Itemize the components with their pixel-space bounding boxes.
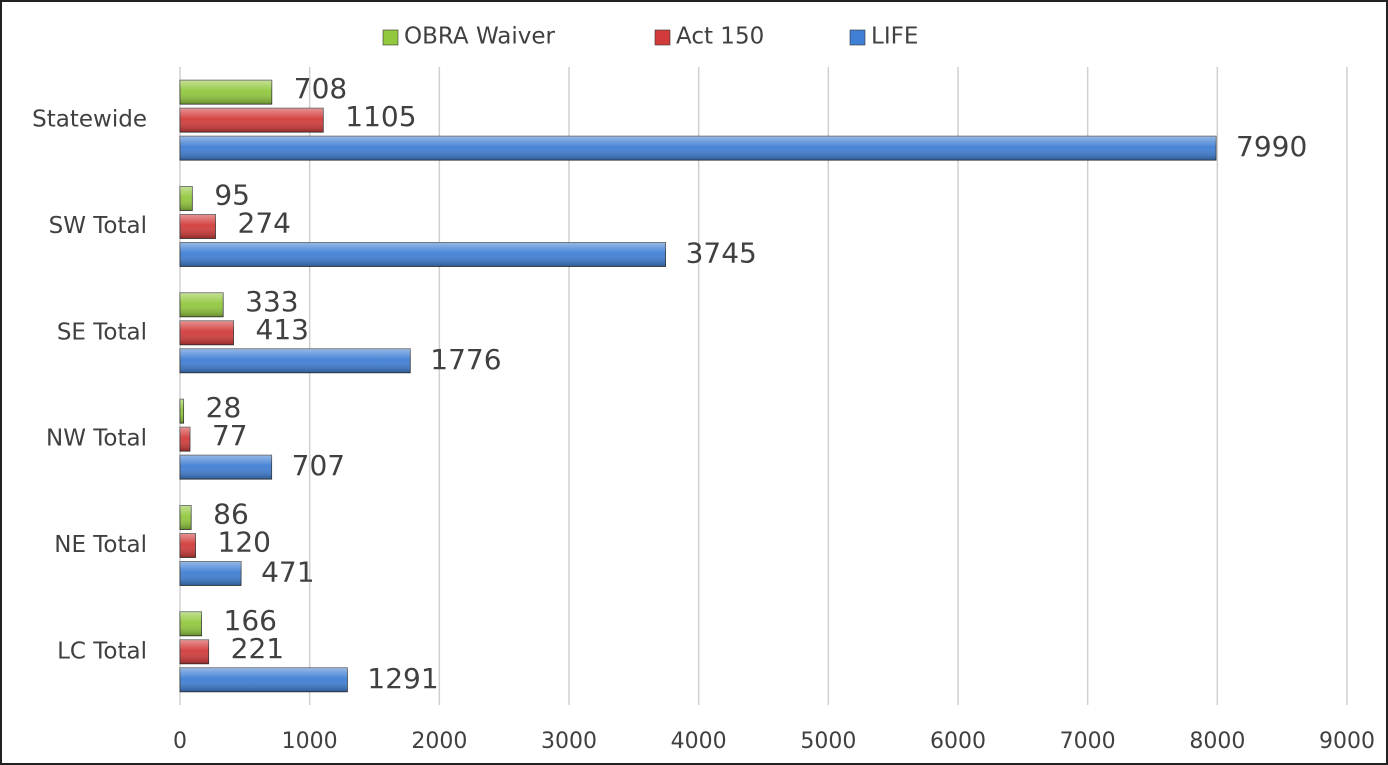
x-tick-label: 6000 (930, 729, 986, 754)
bar-shade (180, 186, 193, 211)
y-tick-label: Statewide (32, 107, 147, 133)
data-label: 166 (224, 604, 277, 637)
data-label: 708 (294, 72, 347, 105)
x-tick-label: 8000 (1189, 729, 1245, 754)
bar-shade (180, 667, 348, 692)
y-tick-label: SW Total (49, 213, 147, 239)
y-tick-label: NE Total (54, 532, 147, 558)
data-label: 95 (214, 179, 250, 212)
bar-shade (180, 639, 209, 664)
x-tick-label: 5000 (800, 729, 856, 754)
y-tick-label: LC Total (57, 638, 147, 664)
data-label: 7990 (1236, 130, 1307, 163)
bar-shade (180, 242, 666, 267)
legend-label: OBRA Waiver (404, 24, 555, 50)
bar-shade (180, 80, 272, 105)
data-label: 77 (212, 419, 248, 452)
data-label: 471 (261, 556, 314, 589)
data-label: 333 (245, 285, 298, 318)
data-label: 707 (292, 449, 345, 482)
data-label: 28 (206, 391, 242, 424)
data-label: 274 (238, 207, 291, 240)
bar-shade (180, 427, 190, 452)
bar-shade (180, 214, 216, 239)
bar-shade (180, 611, 202, 636)
data-label: 1776 (430, 343, 501, 376)
x-tick-label: 3000 (541, 729, 597, 754)
data-label: 3745 (686, 237, 757, 270)
data-label: 120 (218, 526, 271, 559)
bar-shade (180, 561, 242, 586)
y-tick-label: NW Total (46, 426, 147, 452)
data-label: 221 (231, 632, 284, 665)
bar-shade (180, 136, 1217, 161)
bar-shade (180, 505, 192, 530)
x-tick-label: 7000 (1060, 729, 1116, 754)
data-label: 1105 (345, 100, 416, 133)
bar-shade (180, 108, 324, 133)
bar-shade (180, 348, 411, 373)
data-label: 413 (256, 313, 309, 346)
x-tick-label: 9000 (1319, 729, 1375, 754)
legend-label: LIFE (871, 24, 918, 50)
x-tick-label: 4000 (671, 729, 727, 754)
legend-swatch (382, 29, 399, 46)
bar-shade (180, 292, 224, 317)
legend-label: Act 150 (676, 24, 764, 50)
legend-swatch (849, 29, 866, 46)
legend-swatch (654, 29, 671, 46)
x-tick-label: 2000 (411, 729, 467, 754)
x-tick-label: 0 (173, 729, 187, 754)
data-label: 1291 (367, 662, 438, 695)
bar-shade (180, 455, 272, 480)
x-tick-label: 1000 (282, 729, 338, 754)
y-tick-label: SE Total (57, 319, 147, 345)
bar-shade (180, 533, 196, 558)
data-label: 86 (213, 498, 249, 531)
bar-shade (180, 399, 184, 424)
bar-shade (180, 320, 234, 345)
